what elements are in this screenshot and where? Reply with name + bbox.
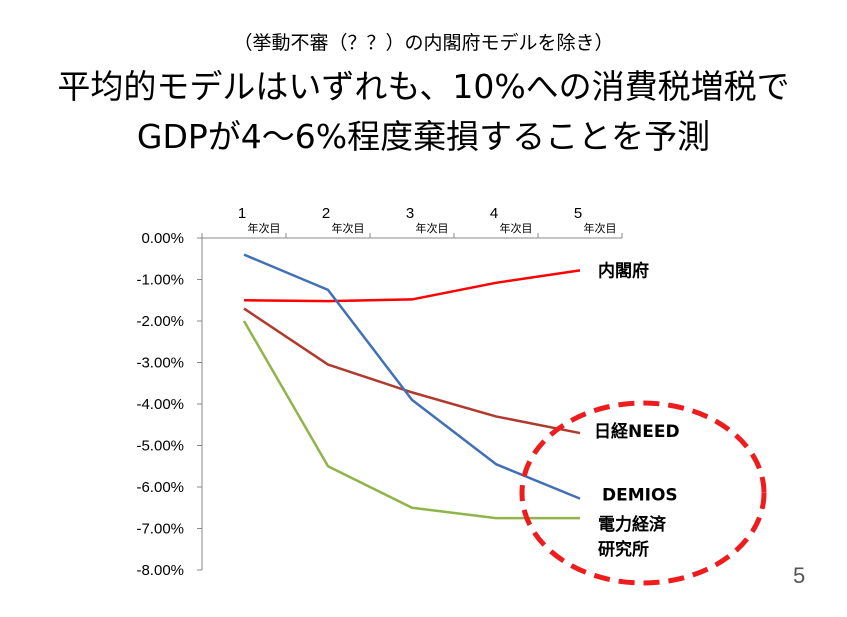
y-tick-label: -4.00% xyxy=(136,396,184,413)
x-tick-unit: 年次目 xyxy=(248,221,281,235)
y-tick-label: -5.00% xyxy=(136,438,184,455)
y-tick-label: -1.00% xyxy=(136,272,184,289)
x-tick-unit: 年次目 xyxy=(416,221,449,235)
series-line xyxy=(243,269,581,303)
y-tick-label: -7.00% xyxy=(136,521,184,538)
x-tick-unit: 年次目 xyxy=(332,221,365,235)
x-tick-label: 4 xyxy=(490,205,498,222)
y-tick-label: 0.00% xyxy=(141,230,184,247)
x-tick-label: 1 xyxy=(238,205,246,222)
series-label: 日経NEED xyxy=(594,421,680,442)
x-tick-label: 5 xyxy=(574,205,582,222)
y-tick-label: -8.00% xyxy=(136,562,184,579)
slide-title-line-2: GDPが4～6%程度棄損することを予測 xyxy=(136,117,711,156)
series-label: DEMIOS xyxy=(602,486,678,506)
y-tick-label: -2.00% xyxy=(136,313,184,330)
y-tick-labels: 0.00% -1.00% -2.00% -3.00% -4.00% -5.00% -6.00… xyxy=(136,230,184,579)
y-tick-label: -3.00% xyxy=(136,355,184,372)
y-tick-label: -6.00% xyxy=(136,479,184,496)
page-number: 5 xyxy=(793,563,806,588)
chart-axes xyxy=(197,233,623,571)
highlight-layer xyxy=(519,400,767,586)
x-tick-unit: 年次目 xyxy=(584,221,617,235)
series-label: 電力経済 xyxy=(598,514,667,535)
highlight-ellipse xyxy=(519,400,767,586)
slide-subtitle: （挙動不審（？？）の内閣府モデルを除き） xyxy=(233,32,614,54)
series-label: 内閣府 xyxy=(598,260,649,281)
series-lines xyxy=(242,253,581,520)
x-tick-unit: 年次目 xyxy=(500,221,533,235)
x-tick-label: 2 xyxy=(322,205,330,222)
slide-title-line-1: 平均的モデルはいずれも、10%への消費税増税で xyxy=(57,67,790,106)
series-label: 研究所 xyxy=(598,539,649,560)
x-tick-label: 3 xyxy=(406,205,414,222)
series-line xyxy=(243,307,581,435)
series-line xyxy=(242,320,580,520)
